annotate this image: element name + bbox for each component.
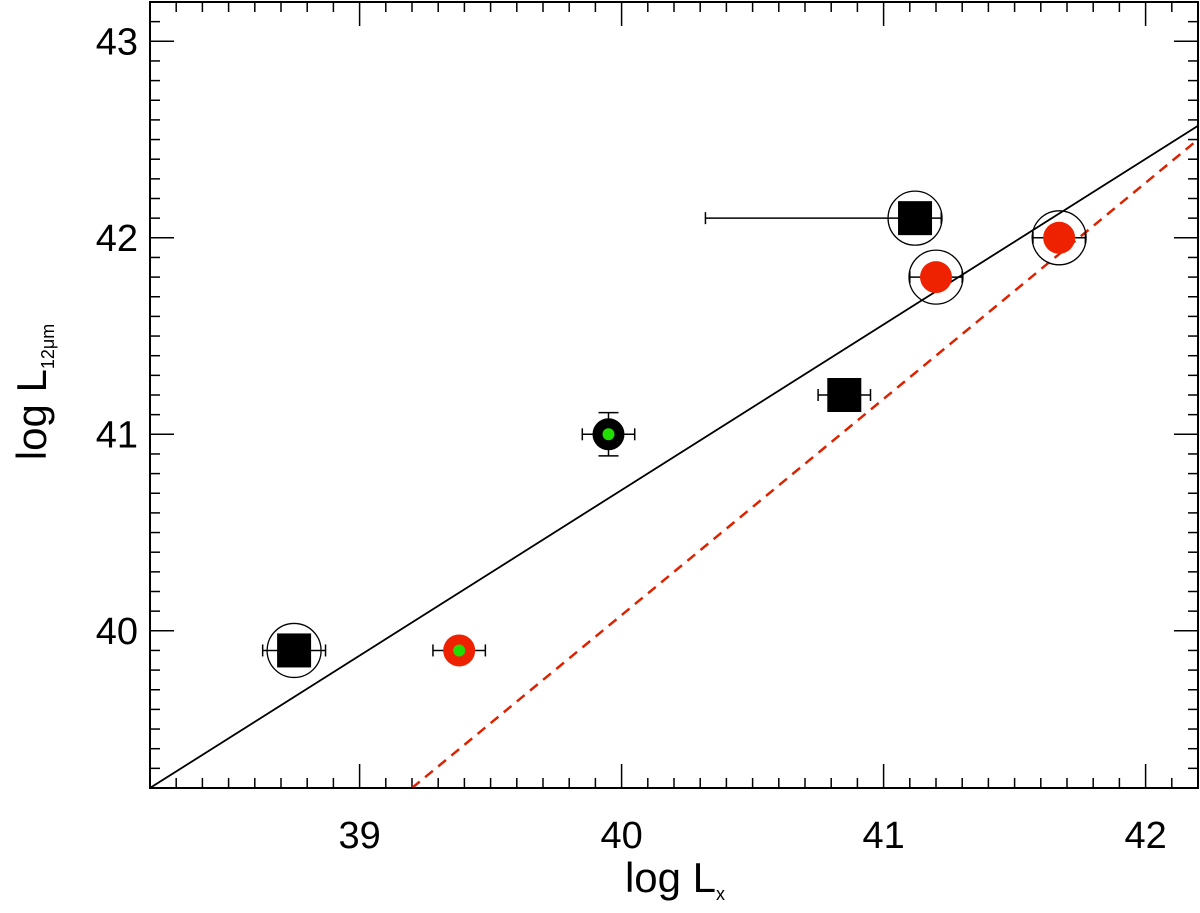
circle-marker xyxy=(920,261,952,294)
data-point xyxy=(908,249,964,305)
square-marker xyxy=(827,378,862,412)
square-marker xyxy=(898,201,933,236)
tick-labels: 39 40 41 42 40 41 42 43 xyxy=(96,21,1167,857)
square-marker xyxy=(277,633,312,668)
inner-dot xyxy=(602,428,615,441)
data-points xyxy=(261,190,1087,679)
y-tick-label: 42 xyxy=(96,218,138,260)
fit-lines xyxy=(150,125,1198,788)
dashed-relation-line xyxy=(411,138,1198,788)
x-axis-title-sub: x xyxy=(716,884,725,904)
y-axis-title: log L12μm xyxy=(8,324,58,460)
data-point xyxy=(581,411,636,457)
x-tick-label: 40 xyxy=(600,815,642,857)
y-tick-label: 40 xyxy=(96,611,138,653)
x-tick-label: 42 xyxy=(1124,815,1166,857)
circle-marker xyxy=(1043,221,1076,254)
plot-frame xyxy=(149,1,1199,789)
solid-fit-line xyxy=(150,125,1198,788)
y-axis-title-main: log L xyxy=(8,369,55,460)
data-point xyxy=(261,622,327,679)
data-point xyxy=(704,190,943,246)
y-tick-label: 43 xyxy=(96,21,138,63)
x-axis-title-main: log L xyxy=(625,854,716,901)
point-ring xyxy=(1031,210,1087,266)
axis-ticks xyxy=(149,1,1199,789)
data-point xyxy=(817,378,872,412)
x-axis-title: log Lx xyxy=(625,854,725,904)
point-ring xyxy=(908,249,964,305)
data-point xyxy=(1031,210,1087,266)
x-tick-label: 39 xyxy=(338,815,380,857)
y-axis-title-sub: 12μm xyxy=(38,324,58,369)
y-tick-label: 41 xyxy=(96,414,138,456)
x-tick-label: 41 xyxy=(862,815,904,857)
data-point xyxy=(432,634,487,667)
inner-dot xyxy=(453,644,466,657)
